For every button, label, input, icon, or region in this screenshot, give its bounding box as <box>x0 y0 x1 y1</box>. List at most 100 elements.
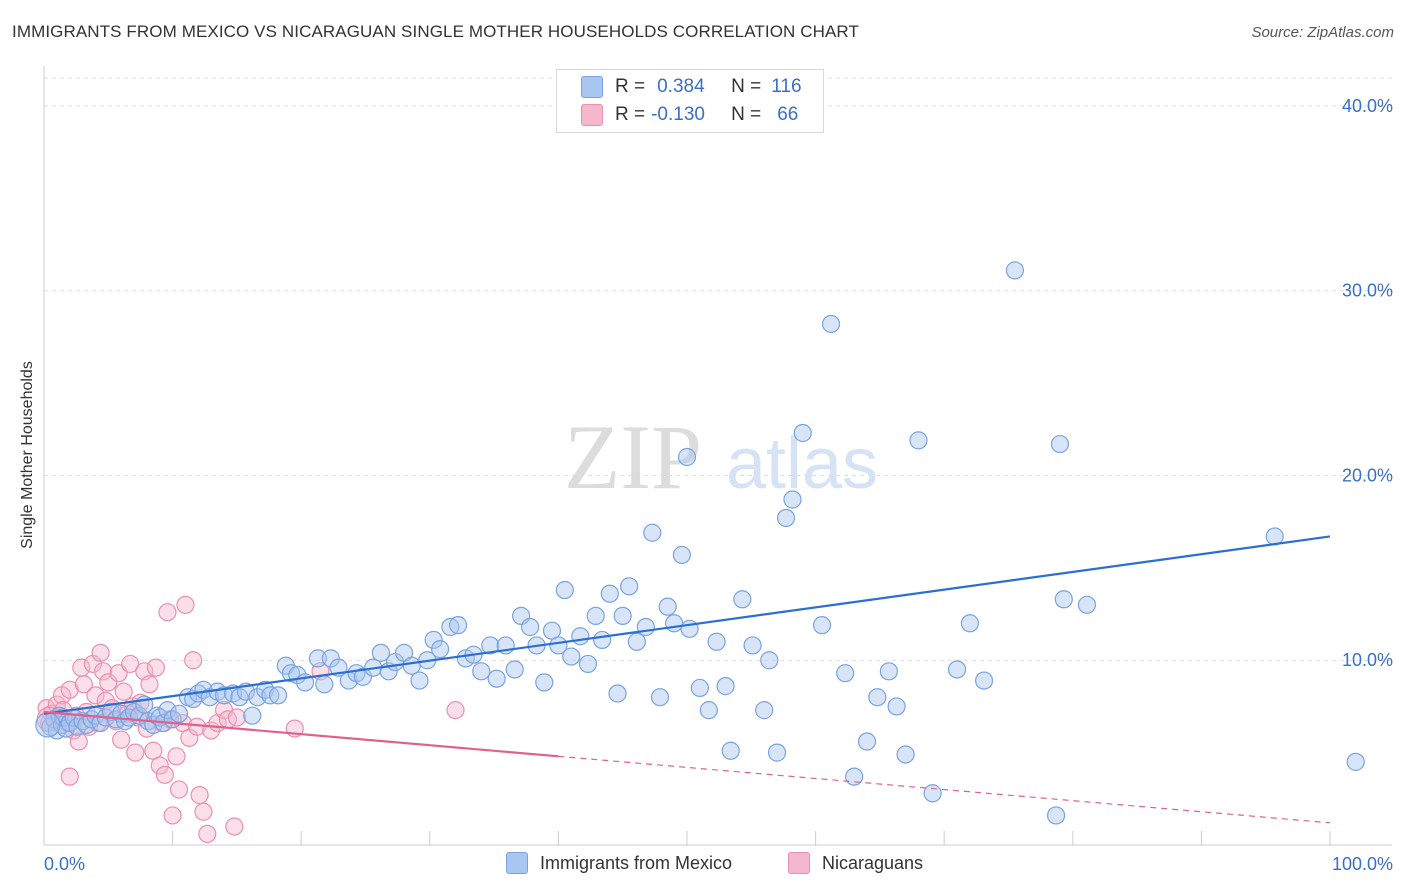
y-tick-label: 40.0% <box>1342 96 1393 116</box>
legend-row-blue: R = 0.384 N = 116 <box>557 73 802 101</box>
data-point <box>743 636 762 655</box>
data-point <box>446 701 465 720</box>
data-point <box>643 523 662 542</box>
data-point <box>1054 590 1073 609</box>
data-point <box>947 660 967 679</box>
data-point <box>1346 752 1365 771</box>
data-point <box>91 713 110 733</box>
data-point <box>227 708 246 727</box>
data-point <box>707 632 726 651</box>
data-point <box>268 686 288 705</box>
data-point <box>812 616 832 635</box>
data-point <box>586 606 605 625</box>
data-point <box>214 686 234 705</box>
y-tick-label: 20.0% <box>1342 465 1393 485</box>
data-point <box>909 431 928 450</box>
data-point <box>94 662 113 681</box>
data-point <box>1077 595 1097 614</box>
data-point <box>121 654 140 674</box>
data-point <box>91 643 110 662</box>
x-tick-label: 100.0% <box>1332 854 1393 874</box>
data-point <box>155 765 174 784</box>
data-point <box>176 595 195 614</box>
data-point <box>169 780 189 799</box>
bottom-legend-swatch-pink <box>788 852 810 874</box>
data-point <box>146 658 165 677</box>
watermark-atlas: atlas <box>726 424 878 504</box>
bottom-legend-nicaraguans: Nicaraguans <box>788 852 923 874</box>
data-point <box>857 732 877 751</box>
data-point <box>821 314 841 334</box>
data-point <box>879 662 899 681</box>
data-point <box>68 717 87 736</box>
data-point <box>836 664 855 683</box>
data-point <box>74 675 93 694</box>
data-point <box>760 651 779 670</box>
data-point <box>960 614 980 633</box>
watermark: ZIP atlas <box>564 406 878 508</box>
data-point <box>126 743 145 762</box>
data-point <box>114 682 133 701</box>
data-point <box>281 664 301 683</box>
data-point <box>430 640 450 659</box>
data-point <box>169 704 189 723</box>
data-point <box>923 784 942 803</box>
data-point <box>658 597 677 616</box>
data-point <box>158 701 177 720</box>
legend-r-label: R = <box>615 104 646 125</box>
data-point <box>755 701 774 720</box>
data-point <box>1005 261 1025 280</box>
legend-r-value: -0.130 <box>651 104 705 125</box>
data-point <box>974 671 994 690</box>
bottom-legend-mexico: Immigrants from Mexico <box>506 852 732 874</box>
data-point <box>733 590 752 609</box>
data-point <box>163 806 182 825</box>
legend-n-value: 116 <box>771 76 802 97</box>
data-point <box>190 786 209 805</box>
data-point <box>140 675 159 694</box>
data-point <box>896 745 915 764</box>
data-point <box>353 667 373 686</box>
data-point <box>608 684 627 703</box>
data-point <box>535 673 554 692</box>
data-point <box>60 767 79 786</box>
trend-line-mexico <box>43 535 1331 715</box>
data-point <box>650 688 670 707</box>
data-point <box>448 616 468 635</box>
data-point <box>194 802 213 821</box>
data-point <box>424 630 443 650</box>
data-point <box>481 636 500 655</box>
data-point <box>562 647 581 666</box>
data-point <box>613 606 632 625</box>
series-immigrants-from-mexico <box>35 261 1365 825</box>
data-point <box>225 817 244 836</box>
data-point <box>35 712 61 738</box>
data-point <box>690 678 709 698</box>
data-point <box>158 603 177 622</box>
bottom-legend-swatch-blue <box>506 852 528 874</box>
data-point <box>600 584 619 603</box>
bottom-legend-label: Immigrants from Mexico <box>540 852 733 873</box>
correlation-legend: R = 0.384 N = 116 R = -0.130 N = 66 <box>556 69 824 133</box>
axes <box>43 66 1392 846</box>
data-point <box>578 654 598 674</box>
chart-title: IMMIGRANTS FROM MEXICO VS NICARAGUAN SIN… <box>12 22 859 41</box>
data-point <box>99 673 118 692</box>
data-point <box>767 743 787 762</box>
data-point <box>521 617 540 637</box>
data-point <box>677 447 697 467</box>
data-point <box>148 706 167 725</box>
data-point <box>487 669 506 688</box>
data-point <box>627 632 646 651</box>
data-point <box>1050 434 1070 454</box>
source-label: Source: ZipAtlas.com <box>1251 24 1394 41</box>
data-point <box>472 662 491 681</box>
legend-r-value: 0.384 <box>657 76 705 97</box>
data-point <box>198 824 217 844</box>
data-point <box>1046 806 1066 825</box>
data-point <box>571 627 590 646</box>
data-point <box>699 701 718 720</box>
data-point <box>868 688 887 707</box>
data-point <box>887 697 906 716</box>
